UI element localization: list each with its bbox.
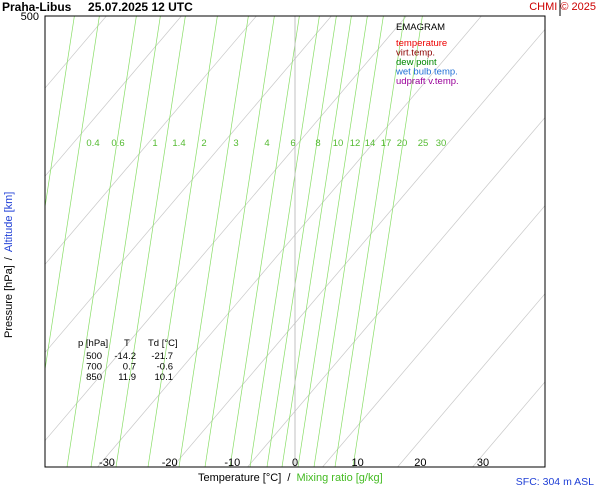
mixing-ratio-label: 0.4 [86,138,99,149]
mixing-ratio-label: 30 [436,138,447,149]
x-axis-title: Temperature [°C] [198,472,282,484]
series-virt-temp [206,16,208,17]
mixing-ratio-label: 1 [152,138,157,149]
mixing-ratio-label: 25 [418,138,429,149]
mixing-ratio-label: 20 [397,138,408,149]
table-header: Td [°C] [148,338,178,349]
mixing-ratio-line [229,16,300,467]
mixing-ratio-line [66,16,137,467]
table-cell: 500 [86,351,102,362]
sfc-label: SFC: 304 m ASL [515,476,594,488]
table-cell: -14.2 [114,351,136,362]
mixing-ratio-label: 4 [264,138,269,149]
mixing-ratio-label: 1.4 [172,138,185,149]
dry-adiabat-line [45,16,182,177]
y-axis-separator: / [3,256,15,260]
x-tick-label: 0 [292,457,298,469]
mixing-ratio-label: 6 [290,138,295,149]
x-tick-label: 20 [414,457,426,469]
mixing-ratio-label: 2 [201,138,206,149]
legend-dew-point: dew point [396,57,437,68]
mixing-ratio-line [352,16,423,467]
mixing-ratio-label: 14 [365,138,376,149]
mixing-ratio-label: 12 [350,138,361,149]
y-axis-label: Pressure [hPa] / Altitude [km] [3,192,15,338]
y-axis-title-2: Altitude [km] [3,192,15,253]
mixing-ratio-label: 3 [233,138,238,149]
mixing-ratio-label: 8 [315,138,320,149]
table-header: T [124,338,130,349]
x-axis-title-2: Mixing ratio [g/kg] [296,472,383,484]
x-axis-label: Temperature [°C] / Mixing ratio [g/kg] [198,472,383,484]
mixing-ratio-line [297,16,368,467]
mixing-ratio-line [249,16,320,467]
mixing-ratio-label: 17 [381,138,392,149]
mixing-ratio-line [147,16,218,467]
dry-adiabat-line [247,116,545,467]
x-axis-separator: / [287,472,291,484]
x-tick-label: 10 [352,457,364,469]
mixing-ratio-line [178,16,249,467]
dry-adiabat-line [322,205,545,467]
legend-title: EMAGRAM [396,22,445,33]
legend-virt-temp: virt.temp. [396,48,435,59]
x-tick-label: -10 [224,457,240,469]
table-cell: 0.7 [123,362,136,373]
series-udpraft-v-temp [234,16,236,17]
y-axis-title: Pressure [hPa] [3,265,15,338]
x-tick-label: -20 [162,457,178,469]
mixing-ratio-line [204,16,275,467]
mixing-ratio-line [45,16,75,210]
mixing-ratio-line [334,16,405,467]
dry-adiabat-line [45,16,407,442]
x-tick-label: 30 [477,457,489,469]
dry-adiabat-line [45,16,332,354]
legend-temperature: temperature [396,38,447,49]
station-name: Praha-Libus [2,0,72,14]
series-layer [159,16,236,17]
wind-barb [559,0,561,16]
table-cell: 700 [86,362,102,373]
dry-adiabat-line [45,16,257,265]
table-cell: -0.6 [157,362,173,373]
series-temperature [205,16,208,17]
mixing-ratio-line [115,16,186,467]
table-cell: 850 [86,372,102,383]
copyright: CHMI © 2025 [529,1,596,13]
station-title: Praha-Libus 25.07.2025 12 UTC [2,0,193,14]
table-cell: 11.9 [118,372,136,383]
dry-adiabat-line [172,28,545,467]
y-tick-label: 500 [21,11,39,23]
table-header: p [hPa] [78,338,108,349]
plot-frame [44,15,546,468]
dry-adiabat-line [472,381,545,467]
dry-adiabat-line [45,16,107,89]
mixing-ratio-line [281,16,352,467]
legend-udpraft-v-temp: udpraft v.temp. [396,76,459,87]
mixing-ratio-line [313,16,384,467]
mixing-ratio-label: 0.6 [111,138,124,149]
dry-adiabat-line [397,293,545,467]
mixing-ratio-label: 10 [333,138,344,149]
table-cell: -21.7 [151,351,173,362]
mixing-ratio-line [45,16,100,372]
table-cell: 10.1 [155,372,174,383]
legend-wet-bulb-temp: wet bulb temp. [395,67,458,78]
mixing-ratio-line [266,16,337,467]
series-wet-bulb-temp [183,16,185,17]
x-tick-label: -30 [99,457,115,469]
axes-labels: 5006007008509251000-30-20-10010203012345… [3,11,489,469]
datetime: 25.07.2025 12 UTC [88,0,193,14]
mixing-ratio-line [90,16,161,467]
grid [45,0,600,470]
dry-adiabat-line [545,0,600,470]
